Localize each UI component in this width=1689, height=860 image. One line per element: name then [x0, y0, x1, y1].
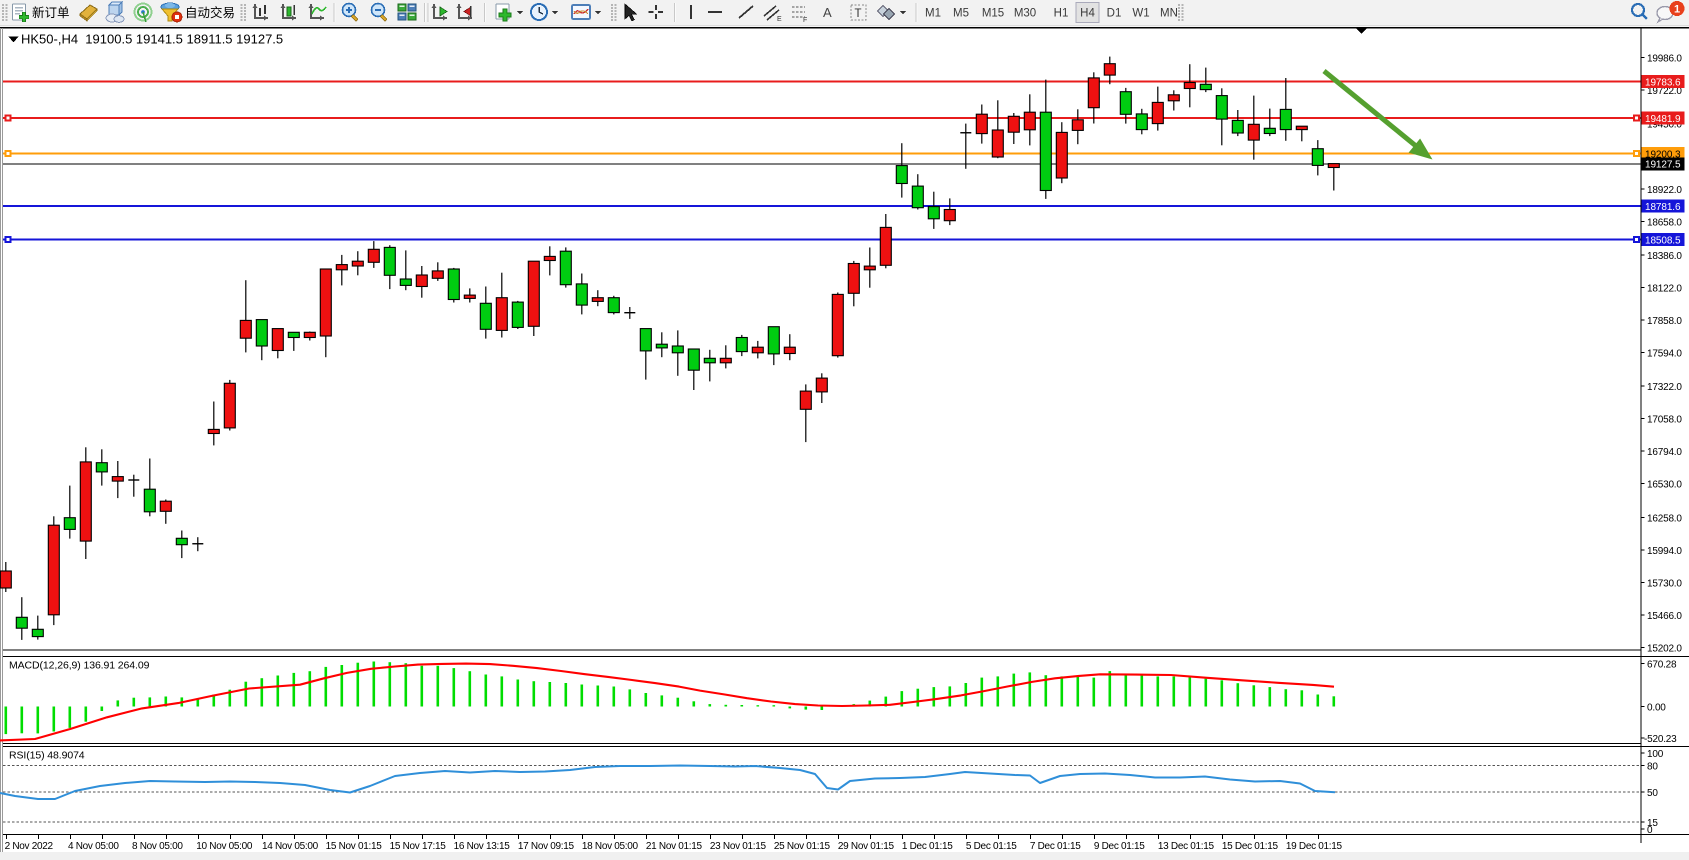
svg-text:H1: H1 — [1054, 8, 1069, 20]
svg-text:MACD(12,26,9) 136.91 264.09: MACD(12,26,9) 136.91 264.09 — [9, 660, 150, 672]
svg-text:19722.0: 19722.0 — [1647, 86, 1682, 97]
svg-text:18386.0: 18386.0 — [1647, 251, 1682, 262]
svg-text:2 Nov 2022: 2 Nov 2022 — [5, 841, 54, 852]
svg-text:1: 1 — [1674, 4, 1680, 16]
svg-text:21 Nov 01:15: 21 Nov 01:15 — [646, 841, 703, 852]
svg-text:4 Nov 05:00: 4 Nov 05:00 — [68, 841, 119, 852]
svg-text:E: E — [777, 16, 782, 23]
svg-text:16530.0: 16530.0 — [1647, 480, 1682, 491]
svg-text:T: T — [855, 8, 862, 20]
svg-text:9 Dec 01:15: 9 Dec 01:15 — [1094, 841, 1145, 852]
svg-text:80: 80 — [1647, 762, 1658, 773]
svg-text:15994.0: 15994.0 — [1647, 546, 1682, 557]
svg-text:18 Nov 05:00: 18 Nov 05:00 — [582, 841, 639, 852]
svg-text:29 Nov 01:15: 29 Nov 01:15 — [838, 841, 895, 852]
svg-text:19450.0: 19450.0 — [1647, 120, 1682, 131]
svg-text:自动交易: 自动交易 — [185, 5, 235, 20]
svg-text:16 Nov 13:15: 16 Nov 13:15 — [454, 841, 511, 852]
svg-text:15: 15 — [1647, 818, 1658, 829]
svg-text:18508.5: 18508.5 — [1645, 235, 1681, 246]
svg-text:16794.0: 16794.0 — [1647, 447, 1682, 458]
svg-text:5 Dec 01:15: 5 Dec 01:15 — [966, 841, 1017, 852]
svg-text:A: A — [823, 5, 832, 20]
svg-text:8 Nov 05:00: 8 Nov 05:00 — [132, 841, 183, 852]
svg-text:1 Dec 01:15: 1 Dec 01:15 — [902, 841, 953, 852]
svg-text:23 Nov 01:15: 23 Nov 01:15 — [710, 841, 767, 852]
svg-text:M15: M15 — [982, 8, 1004, 20]
svg-text:M30: M30 — [1014, 8, 1036, 20]
svg-text:18122.0: 18122.0 — [1647, 283, 1682, 294]
svg-text:15 Nov 17:15: 15 Nov 17:15 — [390, 841, 447, 852]
svg-text:13 Dec 01:15: 13 Dec 01:15 — [1158, 841, 1215, 852]
svg-text:M5: M5 — [953, 8, 969, 20]
svg-text:18922.0: 18922.0 — [1647, 185, 1682, 196]
svg-text:W1: W1 — [1132, 8, 1149, 20]
svg-text:RSI(15) 48.9074: RSI(15) 48.9074 — [9, 750, 85, 762]
svg-text:25 Nov 01:15: 25 Nov 01:15 — [774, 841, 831, 852]
svg-text:HK50-,H4 19100.5 19141.5 1891: HK50-,H4 19100.5 19141.5 18911.5 19127.5 — [21, 32, 283, 47]
svg-text:670.28: 670.28 — [1647, 660, 1677, 671]
svg-text:100: 100 — [1647, 749, 1664, 760]
svg-text:19 Dec 01:15: 19 Dec 01:15 — [1286, 841, 1343, 852]
svg-text:0: 0 — [1647, 825, 1653, 836]
svg-text:新订单: 新订单 — [32, 5, 70, 20]
svg-text:19783.6: 19783.6 — [1645, 77, 1681, 88]
svg-text:F: F — [803, 17, 807, 24]
svg-text:19986.0: 19986.0 — [1647, 54, 1682, 65]
svg-text:18658.0: 18658.0 — [1647, 217, 1682, 228]
svg-text:19127.5: 19127.5 — [1645, 160, 1681, 171]
svg-text:14 Nov 05:00: 14 Nov 05:00 — [262, 841, 319, 852]
svg-text:D1: D1 — [1107, 8, 1122, 20]
svg-text:10 Nov 05:00: 10 Nov 05:00 — [196, 841, 253, 852]
svg-text:15202.0: 15202.0 — [1647, 644, 1682, 655]
svg-text:17 Nov 09:15: 17 Nov 09:15 — [518, 841, 575, 852]
svg-text:17058.0: 17058.0 — [1647, 415, 1682, 426]
svg-text:0.00: 0.00 — [1647, 702, 1666, 713]
svg-text:15466.0: 15466.0 — [1647, 611, 1682, 622]
svg-text:15 Dec 01:15: 15 Dec 01:15 — [1222, 841, 1279, 852]
svg-text:MN: MN — [1160, 8, 1178, 20]
svg-text:17322.0: 17322.0 — [1647, 382, 1682, 393]
svg-text:H4: H4 — [1080, 8, 1095, 20]
svg-text:M1: M1 — [925, 8, 941, 20]
svg-text:15730.0: 15730.0 — [1647, 578, 1682, 589]
svg-text:17858.0: 17858.0 — [1647, 316, 1682, 327]
svg-text:17594.0: 17594.0 — [1647, 349, 1682, 360]
svg-text:19200.3: 19200.3 — [1645, 149, 1681, 160]
svg-text:15 Nov 01:15: 15 Nov 01:15 — [326, 841, 383, 852]
svg-text:7 Dec 01:15: 7 Dec 01:15 — [1030, 841, 1081, 852]
svg-text:18781.6: 18781.6 — [1645, 202, 1681, 213]
svg-text:-520.23: -520.23 — [1644, 734, 1677, 745]
svg-text:19481.9: 19481.9 — [1645, 114, 1681, 125]
svg-text:50: 50 — [1647, 788, 1658, 799]
svg-text:16258.0: 16258.0 — [1647, 513, 1682, 524]
